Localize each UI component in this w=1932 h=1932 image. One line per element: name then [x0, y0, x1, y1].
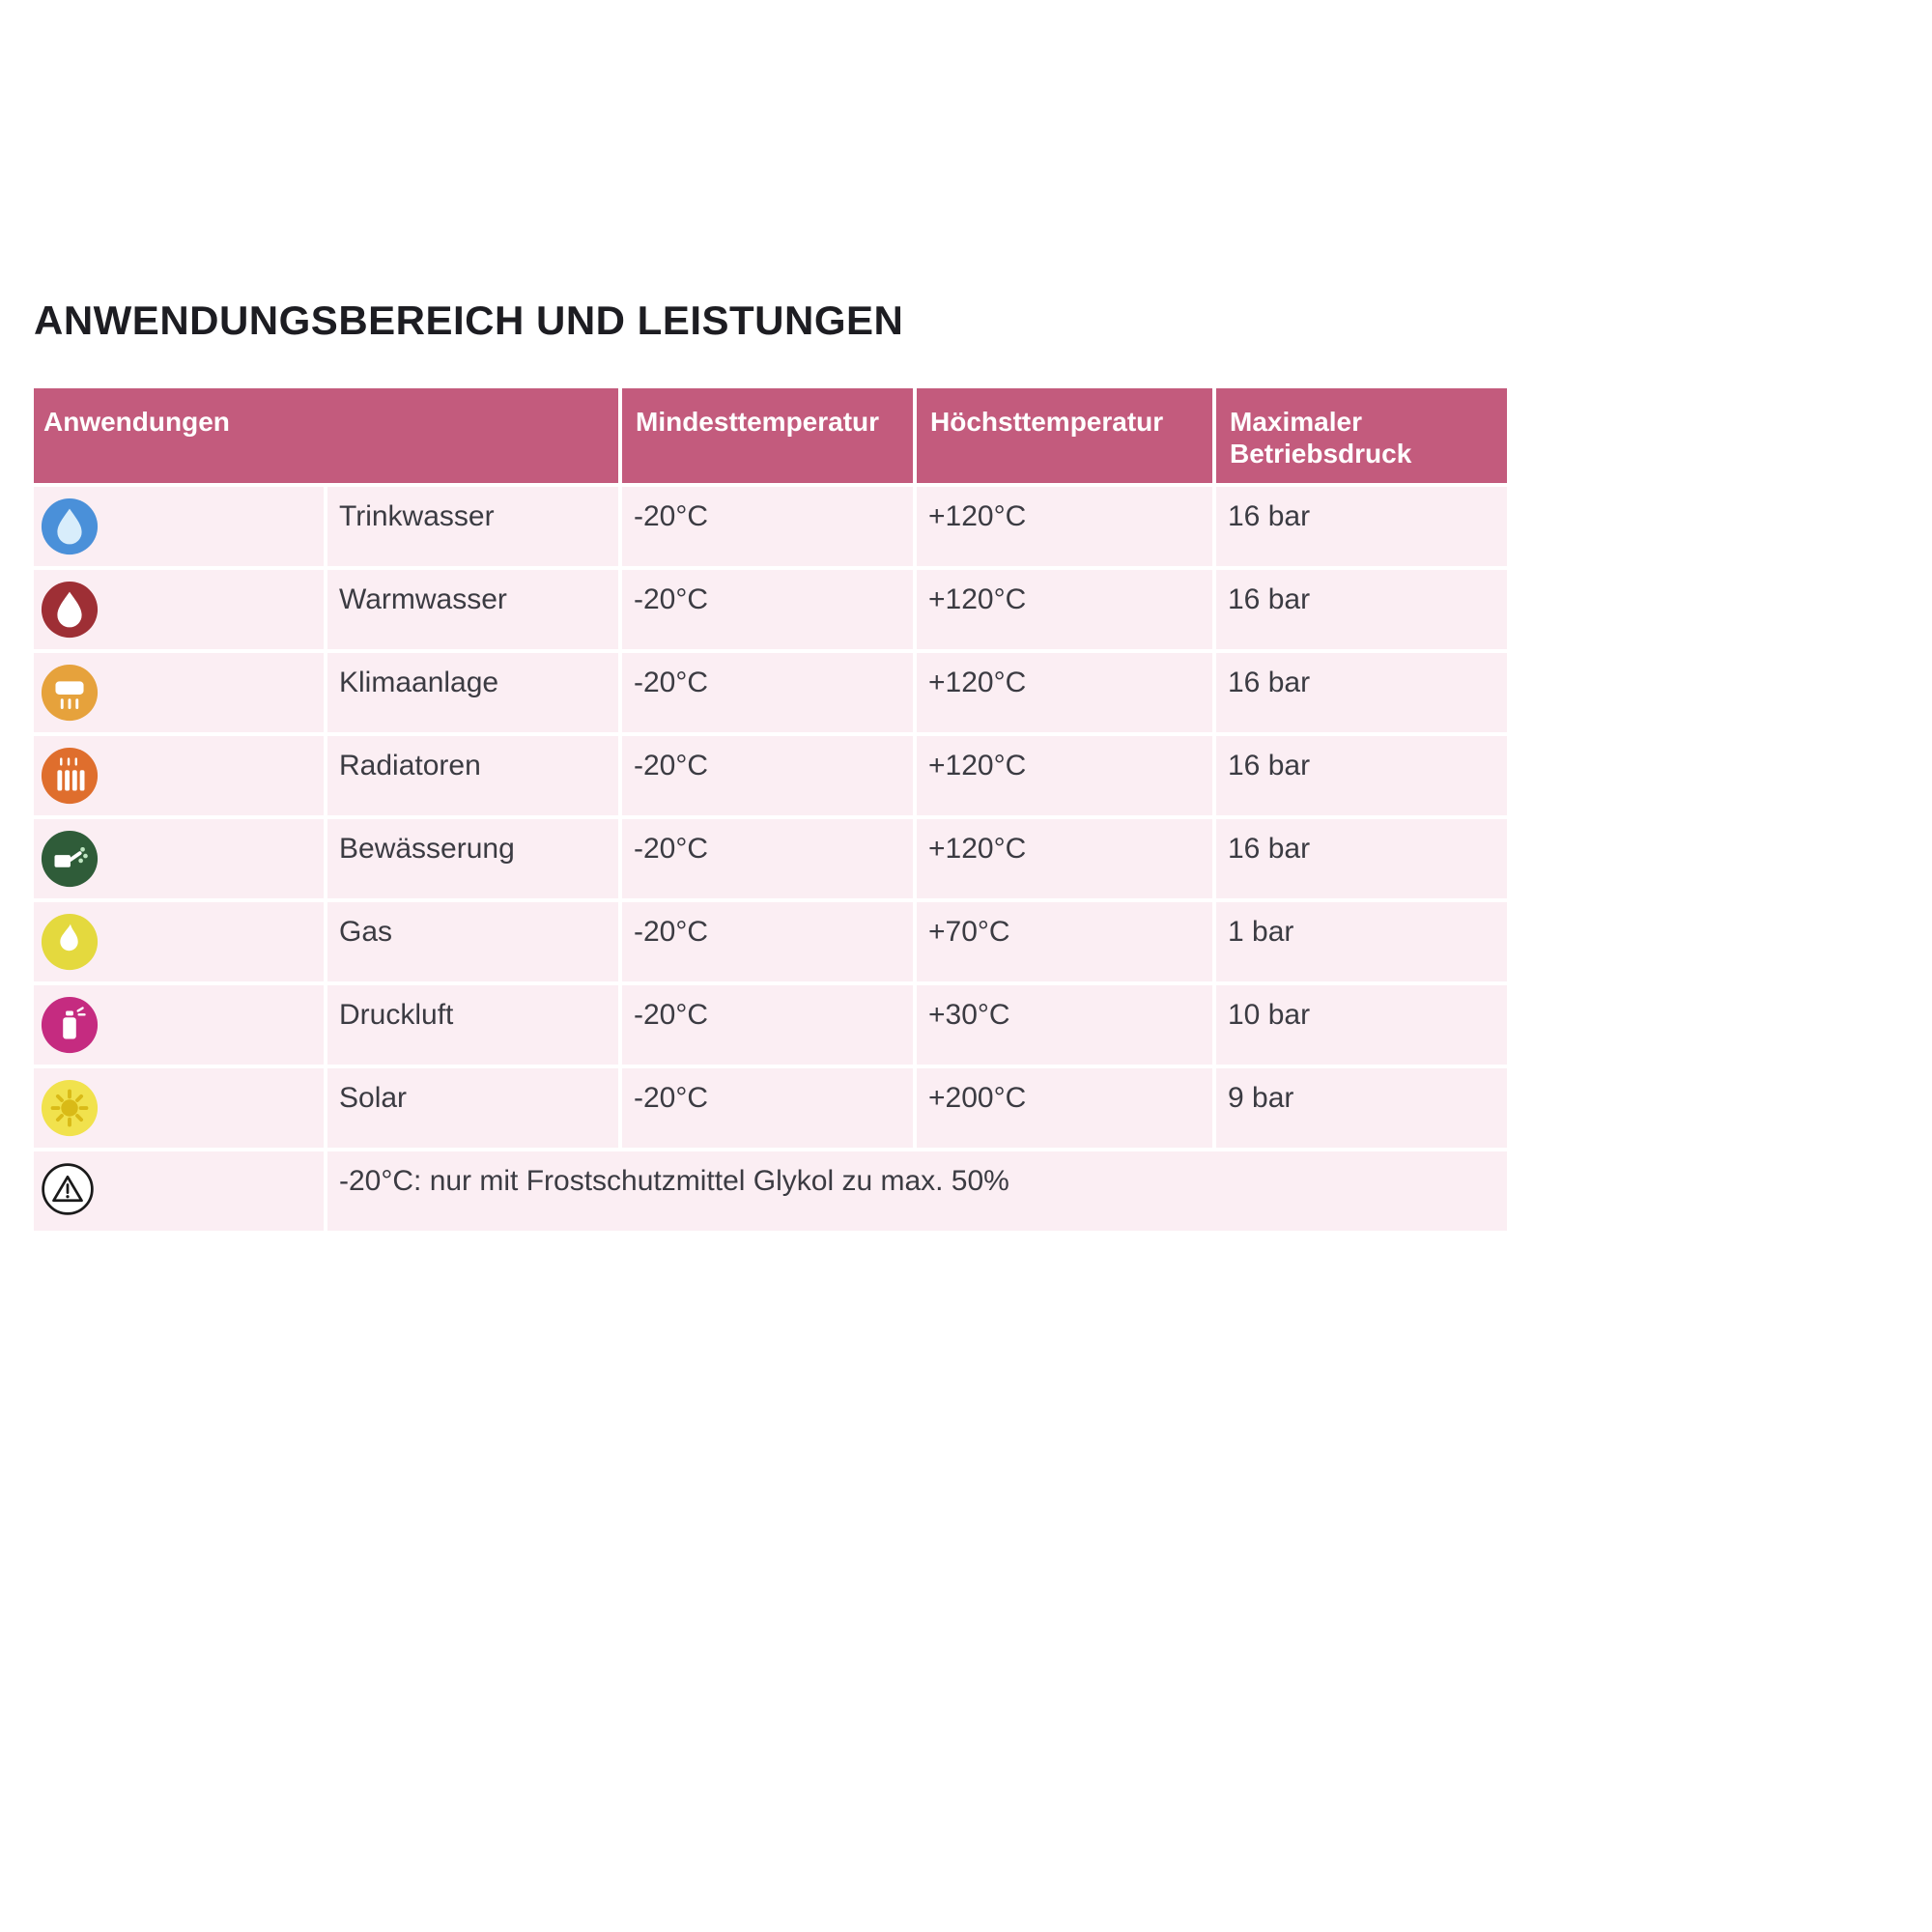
max-temp-value: +120°C — [913, 566, 1212, 650]
app-name: Klimaanlage — [324, 649, 618, 733]
row-icon-cell — [34, 981, 324, 1065]
min-temp-value: -20°C — [618, 566, 913, 650]
air-conditioner-icon — [41, 665, 99, 722]
solar-icon — [41, 1080, 99, 1137]
max-temp-value: +200°C — [913, 1065, 1212, 1149]
min-temp-value: -20°C — [618, 732, 913, 816]
max-temp-value: +70°C — [913, 898, 1212, 982]
app-name: Trinkwasser — [324, 483, 618, 567]
max-temp-value: +120°C — [913, 483, 1212, 567]
row-icon-cell — [34, 483, 324, 567]
header-min-temp: Mindesttemperatur — [618, 388, 913, 484]
app-name: Solar — [324, 1065, 618, 1149]
app-name: Druckluft — [324, 981, 618, 1065]
applications-table: Anwendungen Mindesttemperatur Höchsttemp… — [34, 388, 1507, 1232]
max-temp-value: +30°C — [913, 981, 1212, 1065]
row-icon-cell — [34, 649, 324, 733]
min-temp-value: -20°C — [618, 898, 913, 982]
header-max-pressure: Maximaler Betriebsdruck — [1212, 388, 1507, 484]
max-pressure-value: 16 bar — [1212, 815, 1507, 899]
gas-icon — [41, 914, 99, 971]
row-icon-cell — [34, 732, 324, 816]
row-icon-cell — [34, 898, 324, 982]
max-temp-value: +120°C — [913, 649, 1212, 733]
page-title: ANWENDUNGSBEREICH UND LEISTUNGEN — [34, 298, 904, 343]
row-icon-cell — [34, 1065, 324, 1149]
app-name: Gas — [324, 898, 618, 982]
app-name: Bewässerung — [324, 815, 618, 899]
max-temp-value: +120°C — [913, 815, 1212, 899]
row-icon-cell — [34, 815, 324, 899]
min-temp-value: -20°C — [618, 483, 913, 567]
app-name: Radiatoren — [324, 732, 618, 816]
min-temp-value: -20°C — [618, 1065, 913, 1149]
footnote-text: -20°C: nur mit Frostschutzmittel Glykol … — [324, 1148, 1507, 1232]
max-pressure-value: 10 bar — [1212, 981, 1507, 1065]
max-pressure-value: 1 bar — [1212, 898, 1507, 982]
max-pressure-value: 16 bar — [1212, 732, 1507, 816]
max-temp-value: +120°C — [913, 732, 1212, 816]
footnote-icon-cell — [34, 1148, 324, 1232]
irrigation-icon — [41, 831, 99, 888]
header-applications: Anwendungen — [34, 388, 618, 484]
app-name: Warmwasser — [324, 566, 618, 650]
hot-water-icon — [41, 582, 99, 639]
header-max-temp: Höchsttemperatur — [913, 388, 1212, 484]
max-pressure-value: 9 bar — [1212, 1065, 1507, 1149]
max-pressure-value: 16 bar — [1212, 566, 1507, 650]
compressed-air-icon — [41, 997, 99, 1054]
warning-icon — [42, 1163, 94, 1215]
min-temp-value: -20°C — [618, 981, 913, 1065]
drinking-water-icon — [41, 498, 99, 555]
row-icon-cell — [34, 566, 324, 650]
min-temp-value: -20°C — [618, 815, 913, 899]
max-pressure-value: 16 bar — [1212, 649, 1507, 733]
max-pressure-value: 16 bar — [1212, 483, 1507, 567]
min-temp-value: -20°C — [618, 649, 913, 733]
radiator-icon — [41, 748, 99, 805]
